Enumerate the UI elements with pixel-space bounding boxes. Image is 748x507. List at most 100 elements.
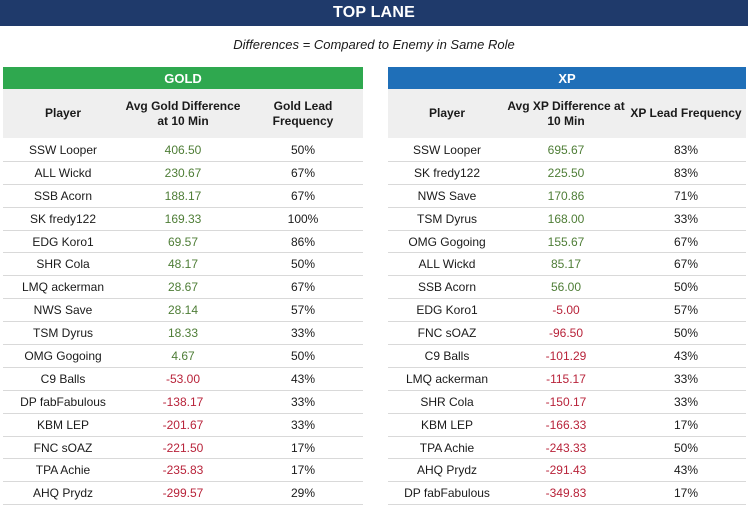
- gold-table: GOLD Player Avg Gold Difference at 10 Mi…: [3, 67, 363, 506]
- avg-difference: 4.67: [171, 348, 195, 363]
- lead-frequency: 17%: [673, 417, 699, 432]
- player-name: OMG Gogoing: [408, 234, 486, 249]
- lead-frequency: 67%: [673, 234, 699, 249]
- player-name: OMG Gogoing: [24, 348, 102, 363]
- player-name: EDG Koro1: [416, 303, 478, 318]
- lead-frequency: 83%: [673, 142, 699, 157]
- lead-frequency: 50%: [290, 257, 316, 272]
- avg-difference: 48.17: [167, 257, 199, 272]
- table-row: KBM LEP -201.67 33%: [3, 414, 363, 437]
- gold-col-avg-diff: Avg Gold Difference at 10 Min: [125, 98, 241, 128]
- player-name: SSB Acorn: [33, 188, 93, 203]
- lead-frequency: 67%: [290, 188, 316, 203]
- avg-difference: -138.17: [162, 394, 204, 409]
- gold-col-lead-freq: Gold Lead Frequency: [272, 98, 334, 128]
- player-name: FNC sOAZ: [417, 326, 477, 341]
- player-name: AHQ Prydz: [416, 463, 477, 478]
- lead-frequency: 17%: [290, 440, 316, 455]
- table-row: TPA Achie -235.83 17%: [3, 459, 363, 483]
- player-name: TSM Dyrus: [417, 211, 477, 226]
- avg-difference: -115.17: [546, 371, 586, 386]
- lead-frequency: 50%: [290, 142, 316, 157]
- table-row: EDG Koro1 -5.00 57%: [388, 299, 746, 323]
- lead-frequency: 67%: [290, 280, 316, 295]
- lead-frequency: 50%: [673, 280, 699, 295]
- avg-difference: -235.83: [162, 463, 204, 478]
- lead-frequency: 43%: [290, 371, 316, 386]
- avg-difference: 28.67: [167, 280, 199, 295]
- table-row: OMG Gogoing 155.67 67%: [388, 231, 746, 254]
- player-name: DP fabFabulous: [20, 394, 106, 409]
- player-name: FNC sOAZ: [33, 440, 93, 455]
- table-row: SSB Acorn 56.00 50%: [388, 276, 746, 300]
- player-name: C9 Balls: [40, 371, 86, 386]
- avg-difference: 69.57: [167, 234, 199, 249]
- xp-col-avg-diff: Avg XP Difference at 10 Min: [507, 98, 625, 128]
- player-name: ALL Wickd: [34, 165, 92, 180]
- table-row: AHQ Prydz -291.43 43%: [388, 459, 746, 483]
- table-row: DP fabFabulous -138.17 33%: [3, 391, 363, 414]
- player-name: SHR Cola: [420, 394, 474, 409]
- player-name: LMQ ackerman: [21, 280, 105, 295]
- lead-frequency: 33%: [290, 417, 316, 432]
- gold-column-headers: Player Avg Gold Difference at 10 Min Gol…: [3, 89, 363, 138]
- xp-header: XP: [388, 67, 746, 89]
- avg-difference: -349.83: [545, 486, 587, 501]
- table-row: ALL Wickd 85.17 67%: [388, 253, 746, 277]
- lead-frequency: 17%: [290, 463, 316, 478]
- table-row: NWS Save 170.86 71%: [388, 185, 746, 208]
- avg-difference: 230.67: [164, 165, 202, 180]
- table-row: AHQ Prydz -299.57 29%: [3, 482, 363, 506]
- lead-frequency: 43%: [673, 463, 699, 478]
- lead-frequency: 33%: [290, 394, 316, 409]
- player-name: SSW Looper: [412, 142, 482, 157]
- avg-difference: -201.67: [162, 417, 204, 432]
- avg-difference: 18.33: [167, 326, 199, 341]
- table-row: SSB Acorn 188.17 67%: [3, 185, 363, 208]
- table-row: LMQ ackerman -115.17 33%: [388, 368, 746, 391]
- player-name: LMQ ackerman: [405, 371, 489, 386]
- lead-frequency: 67%: [290, 165, 316, 180]
- lead-frequency: 57%: [673, 303, 699, 318]
- avg-difference: -221.50: [162, 440, 204, 455]
- avg-difference: 28.14: [167, 303, 199, 318]
- avg-difference: -291.43: [545, 463, 587, 478]
- lead-frequency: 50%: [290, 348, 316, 363]
- avg-difference: 695.67: [547, 142, 585, 157]
- table-row: C9 Balls -53.00 43%: [3, 368, 363, 391]
- xp-rows: SSW Looper 695.67 83% SK fredy122 225.50 83% N…: [388, 139, 746, 506]
- table-row: LMQ ackerman 28.67 67%: [3, 276, 363, 300]
- table-row: TSM Dyrus 168.00 33%: [388, 208, 746, 231]
- table-row: FNC sOAZ -221.50 17%: [3, 437, 363, 460]
- avg-difference: -53.00: [165, 371, 201, 386]
- lead-frequency: 33%: [673, 394, 699, 409]
- avg-difference: -101.29: [545, 348, 587, 363]
- lead-frequency: 43%: [673, 348, 699, 363]
- lead-frequency: 67%: [673, 257, 699, 272]
- gold-col-player: Player: [44, 106, 82, 120]
- table-row: DP fabFabulous -349.83 17%: [388, 482, 746, 506]
- lead-frequency: 100%: [287, 211, 319, 226]
- lead-frequency: 29%: [290, 486, 316, 501]
- player-name: AHQ Prydz: [32, 486, 93, 501]
- table-row: KBM LEP -166.33 17%: [388, 414, 746, 437]
- table-row: SSW Looper 406.50 50%: [3, 139, 363, 162]
- player-name: SK fredy122: [413, 165, 481, 180]
- avg-difference: 85.17: [550, 257, 582, 272]
- lead-frequency: 33%: [673, 371, 699, 386]
- player-name: KBM LEP: [36, 417, 90, 432]
- lead-frequency: 86%: [290, 234, 316, 249]
- table-row: SK fredy122 169.33 100%: [3, 208, 363, 231]
- avg-difference: -166.33: [545, 417, 587, 432]
- player-name: SHR Cola: [36, 257, 90, 272]
- avg-difference: 168.00: [547, 211, 585, 226]
- avg-difference: 155.67: [547, 234, 585, 249]
- lead-frequency: 33%: [673, 211, 699, 226]
- table-row: OMG Gogoing 4.67 50%: [3, 345, 363, 368]
- player-name: SSW Looper: [28, 142, 98, 157]
- avg-difference: -150.17: [545, 394, 587, 409]
- lead-frequency: 50%: [673, 440, 699, 455]
- table-row: SSW Looper 695.67 83%: [388, 139, 746, 162]
- avg-difference: 225.50: [547, 165, 585, 180]
- player-name: TPA Achie: [35, 463, 91, 478]
